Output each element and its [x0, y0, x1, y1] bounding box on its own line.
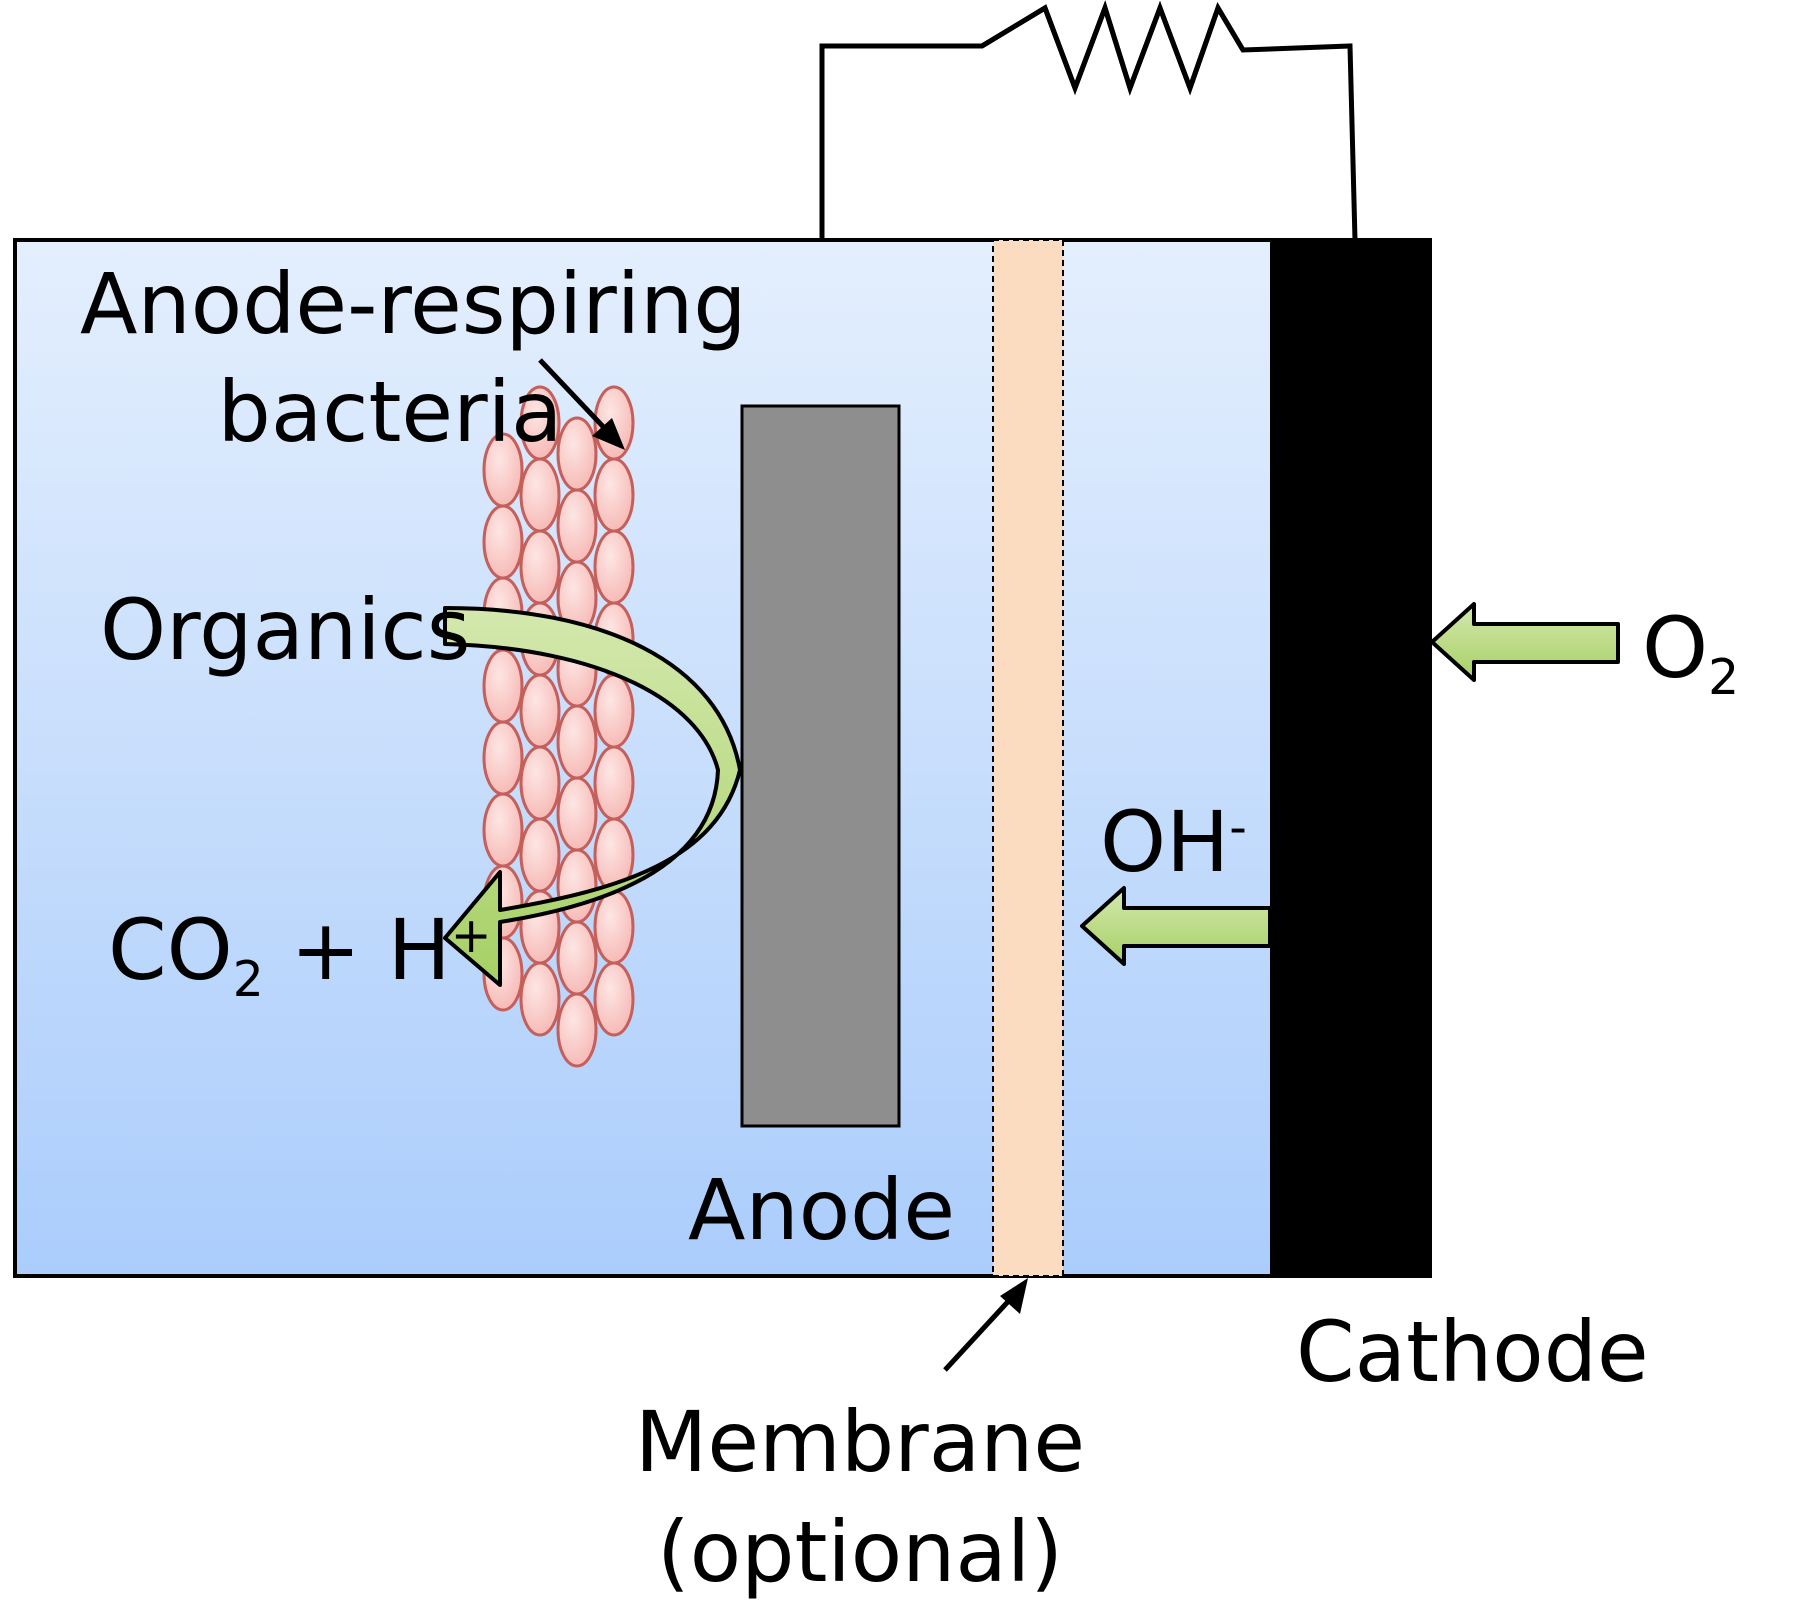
h-plus-superscript: +	[450, 908, 492, 965]
bacteria-label-line1: Anode-respiring	[80, 255, 747, 353]
bacterium-cell	[593, 673, 635, 749]
membrane	[992, 239, 1064, 1277]
bacterium-cell	[556, 776, 598, 852]
o2-subscript: 2	[1708, 650, 1740, 707]
bacterium-cell	[556, 848, 598, 924]
anode-electrode	[740, 404, 901, 1128]
membrane-pointer-arrow	[943, 1278, 1028, 1372]
oh-text: OH	[1100, 793, 1230, 891]
bacterium-cell	[556, 704, 598, 780]
bacterium-cell	[593, 889, 635, 965]
resistor	[980, 0, 1246, 96]
co2-text: CO	[108, 901, 233, 999]
bacterium-cell	[593, 529, 635, 605]
bacterium-cell	[519, 817, 561, 893]
bacterium-cell	[593, 745, 635, 821]
bacterium-cell	[482, 504, 524, 580]
membrane-label-line2: (optional)	[657, 1503, 1063, 1601]
h-plus-text: + H	[290, 901, 451, 999]
membrane-label-line1: Membrane	[634, 1393, 1086, 1491]
cathode-label: Cathode	[1296, 1303, 1649, 1401]
bacterium-cell	[556, 920, 598, 996]
cathode-electrode	[1270, 240, 1428, 1276]
bacterium-cell	[519, 457, 561, 533]
bacterium-cell	[482, 720, 524, 796]
bacterium-cell	[482, 792, 524, 868]
bacterium-cell	[556, 488, 598, 564]
bacterium-cell	[519, 673, 561, 749]
organics-label: Organics	[100, 581, 471, 679]
bacterium-cell	[593, 457, 635, 533]
o2-text: O	[1642, 599, 1709, 697]
bacteria-pointer-arrow	[538, 358, 625, 450]
oh-arrow	[1080, 886, 1272, 966]
anode-label: Anode	[688, 1161, 956, 1259]
oh-superscript: -	[1229, 800, 1247, 857]
bacterium-cell	[482, 648, 524, 724]
oh-label: OH-	[1100, 800, 1247, 884]
co2-subscript: 2	[232, 952, 264, 1009]
o2-label: O2	[1642, 606, 1739, 703]
o2-arrow	[1430, 602, 1620, 682]
products-label: CO2 + H+	[108, 908, 492, 1005]
bacterium-cell	[556, 992, 598, 1068]
bacteria-cluster	[482, 385, 635, 1068]
bacteria-label-line2: bacteria	[217, 363, 563, 461]
bacterium-cell	[519, 745, 561, 821]
bacterium-cell	[519, 961, 561, 1037]
bacterium-cell	[519, 529, 561, 605]
organics-arrow	[443, 606, 742, 987]
bacterium-cell	[593, 961, 635, 1037]
